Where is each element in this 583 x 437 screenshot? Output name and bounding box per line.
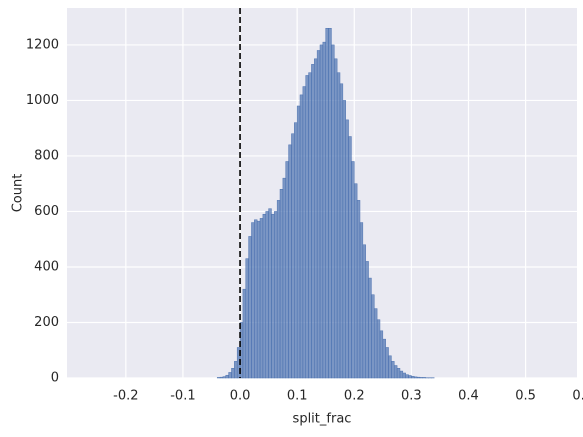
bar bbox=[228, 372, 232, 379]
bar bbox=[251, 222, 255, 379]
bar bbox=[279, 189, 284, 379]
x-tick-label: 0.4 bbox=[458, 389, 479, 404]
bar bbox=[422, 377, 426, 379]
bar bbox=[262, 213, 266, 379]
x-axis-label: split_frac bbox=[293, 412, 352, 427]
bar bbox=[359, 222, 364, 379]
bar bbox=[231, 368, 235, 379]
bar bbox=[285, 161, 289, 379]
y-tick-label: 400 bbox=[34, 259, 59, 274]
bar bbox=[402, 372, 406, 379]
bar bbox=[328, 28, 332, 379]
bar bbox=[216, 377, 221, 379]
bar bbox=[265, 211, 269, 379]
bar bbox=[411, 376, 415, 379]
bar bbox=[396, 368, 401, 379]
bar bbox=[348, 136, 352, 379]
x-tick-label: 0.3 bbox=[401, 389, 422, 404]
bar bbox=[276, 200, 281, 379]
bar bbox=[296, 105, 301, 379]
bar bbox=[256, 220, 261, 379]
bar bbox=[413, 376, 418, 379]
bar bbox=[294, 122, 298, 379]
y-tick-label: 0 bbox=[51, 371, 59, 386]
bar bbox=[274, 211, 278, 379]
bar bbox=[416, 376, 421, 379]
bar bbox=[376, 319, 381, 379]
x-tick-label: 0.5 bbox=[515, 389, 536, 404]
bar bbox=[365, 261, 369, 379]
bar bbox=[222, 376, 227, 379]
bar bbox=[368, 277, 372, 379]
bar bbox=[242, 288, 247, 379]
bar bbox=[342, 100, 346, 379]
bar bbox=[354, 183, 358, 379]
bar bbox=[345, 119, 349, 379]
bar bbox=[305, 75, 309, 379]
bar bbox=[219, 376, 224, 379]
x-tick-label: -0.2 bbox=[113, 389, 138, 404]
bar bbox=[339, 83, 344, 379]
y-tick-label: 200 bbox=[34, 315, 59, 330]
bar bbox=[259, 218, 264, 379]
bar bbox=[325, 28, 329, 379]
bar bbox=[322, 41, 326, 379]
bar bbox=[225, 374, 229, 379]
x-tick-label: 0.2 bbox=[344, 389, 365, 404]
bar bbox=[311, 64, 315, 379]
y-tick-label: 800 bbox=[34, 148, 59, 163]
bar bbox=[419, 377, 424, 379]
bar bbox=[388, 355, 392, 379]
bar bbox=[254, 219, 258, 379]
y-axis-label: Count bbox=[11, 174, 26, 213]
bar bbox=[271, 213, 275, 379]
bar bbox=[302, 86, 306, 379]
bar bbox=[288, 144, 292, 379]
bar bbox=[391, 361, 395, 379]
bar bbox=[291, 133, 295, 379]
bar bbox=[379, 330, 384, 379]
x-tick-label: 0.1 bbox=[287, 389, 308, 404]
bar bbox=[282, 177, 286, 379]
bar bbox=[405, 374, 409, 379]
bar bbox=[385, 347, 389, 379]
bar bbox=[356, 200, 361, 379]
bar bbox=[408, 375, 412, 379]
y-tick-label: 600 bbox=[34, 204, 59, 219]
bar bbox=[316, 50, 321, 379]
bar bbox=[399, 370, 404, 379]
bar bbox=[308, 72, 312, 379]
bar bbox=[299, 94, 304, 379]
bar bbox=[374, 308, 378, 379]
bar bbox=[234, 361, 238, 379]
x-tick-label: -0.1 bbox=[170, 389, 195, 404]
bar bbox=[245, 258, 249, 379]
bar bbox=[248, 236, 252, 379]
bar bbox=[393, 365, 398, 379]
bar bbox=[362, 244, 366, 379]
bar bbox=[314, 58, 318, 379]
x-tick-label: 0.0 bbox=[230, 389, 251, 404]
bar bbox=[336, 72, 341, 379]
bar bbox=[268, 208, 272, 379]
bar bbox=[382, 338, 386, 379]
x-tick-label: 0.6 bbox=[572, 389, 583, 404]
bar bbox=[331, 44, 335, 379]
y-tick-label: 1200 bbox=[26, 37, 59, 52]
y-tick-label: 1000 bbox=[26, 93, 59, 108]
bar bbox=[334, 58, 338, 379]
bar bbox=[351, 161, 355, 379]
bar bbox=[319, 44, 324, 379]
bar bbox=[371, 294, 375, 379]
